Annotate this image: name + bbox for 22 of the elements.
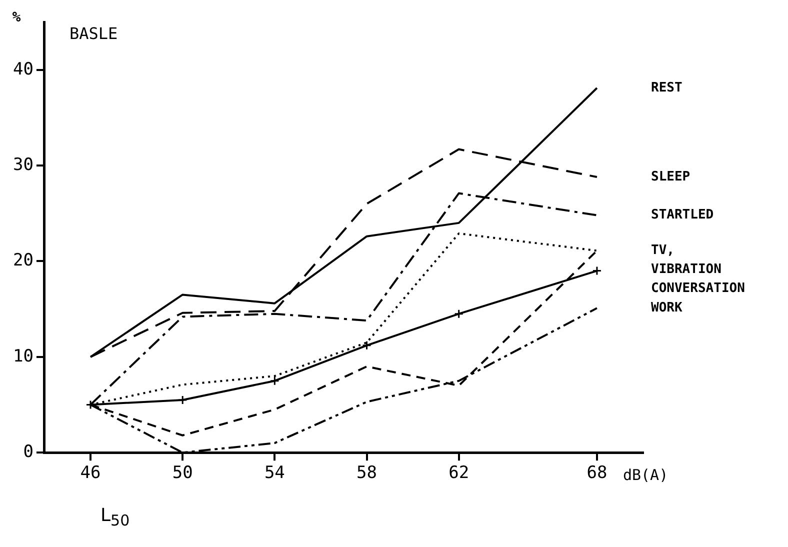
x-tick-label: 68 (586, 463, 608, 484)
text: TV, (651, 243, 674, 258)
text: SLEEP (651, 169, 690, 184)
x-tick-label: 46 (80, 463, 101, 484)
annotation: BASLE (69, 24, 118, 44)
y-tick-label: 10 (12, 346, 34, 366)
text: VIBRATION (651, 262, 722, 278)
y-tick-label: 30 (12, 154, 34, 175)
y-tick-label: 20 (12, 250, 34, 271)
x-tick-label: 50 (172, 463, 193, 484)
y-tick-label: 0 (23, 442, 34, 462)
text: CONVERSATION (651, 281, 746, 296)
text: STARTLED (651, 208, 714, 223)
y-tick-label: 40 (12, 59, 34, 80)
x-tick-label: 58 (356, 463, 377, 484)
text: REST (651, 80, 682, 96)
x-axis-title: dB(A) (622, 466, 668, 484)
text: L$_{50}$ (100, 504, 130, 530)
text: WORK (651, 300, 682, 316)
x-tick-label: 54 (264, 463, 285, 484)
x-tick-label: 62 (448, 463, 470, 484)
y-axis-title: % (12, 10, 22, 26)
